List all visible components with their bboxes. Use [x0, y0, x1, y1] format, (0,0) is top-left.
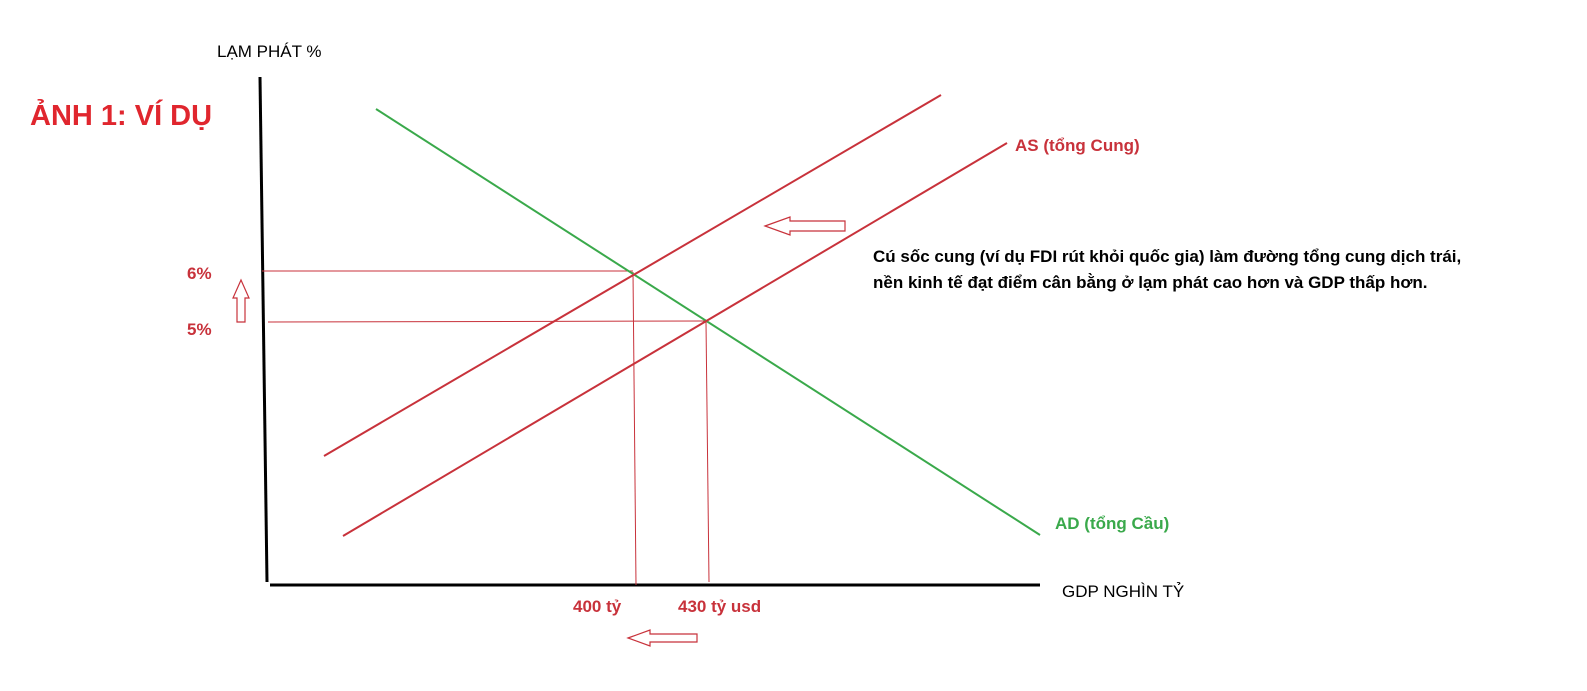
shift-arrow [763, 216, 846, 236]
guide-line [267, 320, 707, 323]
as-label: AS (tổng Cung) [1015, 136, 1140, 155]
level-label: 5% [187, 320, 212, 339]
ad-label: AD (tổng Cầu) [1055, 514, 1170, 533]
y-axis-label: LẠM PHÁT % [217, 42, 322, 61]
as-curve [342, 142, 1008, 537]
note: Cú sốc cung (ví dụ FDI rút khỏi quốc gia… [873, 247, 1462, 292]
level-label: 6% [187, 264, 212, 283]
up-arrow [232, 278, 250, 323]
ad-curve [375, 108, 1041, 536]
left-arrow [626, 629, 698, 647]
title: ẢNH 1: VÍ DỤ [30, 100, 213, 132]
guide-line [705, 321, 710, 583]
as-curve-shifted [323, 94, 942, 457]
guide-line [632, 271, 637, 586]
level-label: 400 tỷ [573, 597, 622, 616]
y-axis [258, 76, 269, 583]
x-axis-label: GDP NGHÌN TỶ [1062, 582, 1185, 601]
level-label: 430 tỷ usd [678, 597, 762, 616]
